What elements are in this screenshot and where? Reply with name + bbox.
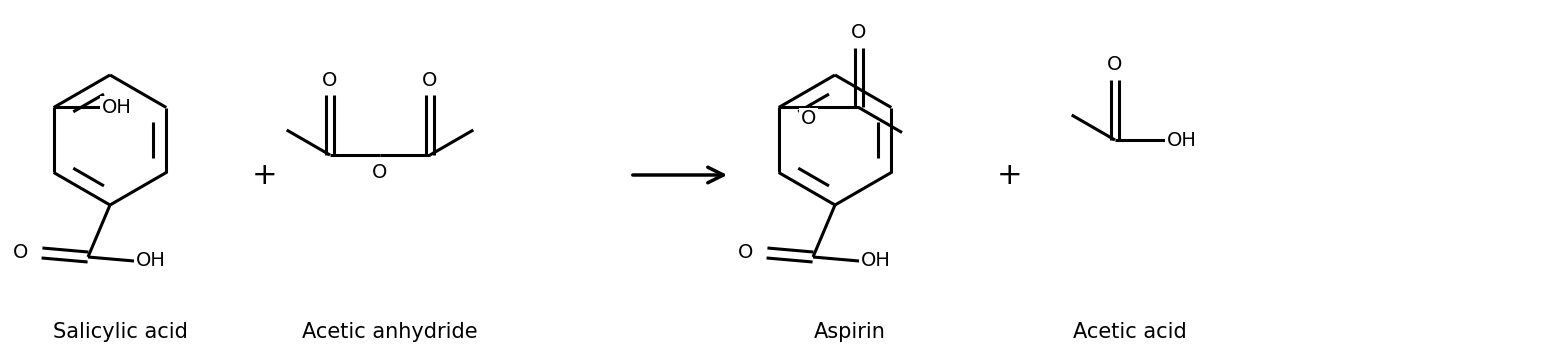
Text: Acetic acid: Acetic acid xyxy=(1074,322,1186,342)
Text: O: O xyxy=(372,163,388,182)
Text: OH: OH xyxy=(1167,131,1197,149)
Text: O: O xyxy=(13,244,28,262)
Text: O: O xyxy=(1108,56,1122,75)
Text: O: O xyxy=(851,23,867,42)
Text: OH: OH xyxy=(136,252,166,271)
Text: Salicylic acid: Salicylic acid xyxy=(53,322,188,342)
Text: OH: OH xyxy=(861,252,890,271)
Text: O: O xyxy=(801,110,817,128)
Text: O: O xyxy=(737,244,753,262)
Text: Aspirin: Aspirin xyxy=(814,322,886,342)
Text: OH: OH xyxy=(102,98,131,117)
Text: O: O xyxy=(322,70,338,90)
Text: +: + xyxy=(252,161,279,189)
Text: O: O xyxy=(423,70,438,90)
Text: Acetic anhydride: Acetic anhydride xyxy=(302,322,477,342)
Text: +: + xyxy=(997,161,1024,189)
